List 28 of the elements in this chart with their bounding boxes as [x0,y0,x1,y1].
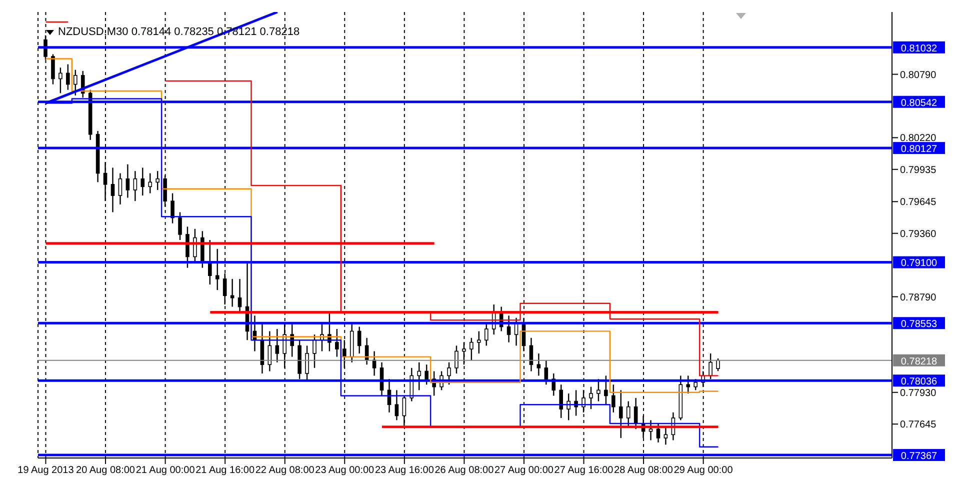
x-tick-label: 20 Aug 08:00 [76,465,136,476]
ref-line-label: 0.77367 [900,450,938,462]
y-tick-label: 0.79360 [900,228,937,240]
y-tick-label: 0.79645 [900,197,937,208]
x-tick-label: 21 Aug 00:00 [136,465,196,476]
y-tick-label: 0.77645 [900,420,937,431]
x-tick-label: 23 Aug 16:00 [374,465,434,476]
ref-line-label: 0.80542 [900,98,938,109]
y-tick-label: 0.77930 [900,388,937,399]
x-tick-label: 29 Aug 00:00 [674,465,734,476]
ref-line-label: 0.79100 [900,258,938,270]
x-tick-label: 19 Aug 2013 [18,465,74,476]
x-tick-label: 28 Aug 08:00 [614,465,674,476]
y-tick-label: 0.79935 [900,164,937,176]
x-tick-label: 23 Aug 00:00 [315,465,375,476]
x-tick-label: 27 Aug 16:00 [554,465,614,476]
ref-line-label: 0.78218 [900,356,938,368]
x-tick-label: 27 Aug 00:00 [494,465,554,476]
ref-line-label: 0.80127 [900,144,938,156]
ref-line-label: 0.78553 [900,319,938,330]
y-tick-label: 0.78790 [900,292,937,304]
y-tick-label: 0.80790 [900,70,937,81]
x-tick-label: 21 Aug 16:00 [196,465,255,476]
ref-line-label: 0.81032 [900,43,938,54]
y-tick-label: 0.80220 [900,133,937,144]
x-tick-label: 22 Aug 08:00 [255,465,315,476]
ref-line-label: 0.78036 [900,376,938,388]
x-tick-label: 26 Aug 08:00 [434,465,494,476]
